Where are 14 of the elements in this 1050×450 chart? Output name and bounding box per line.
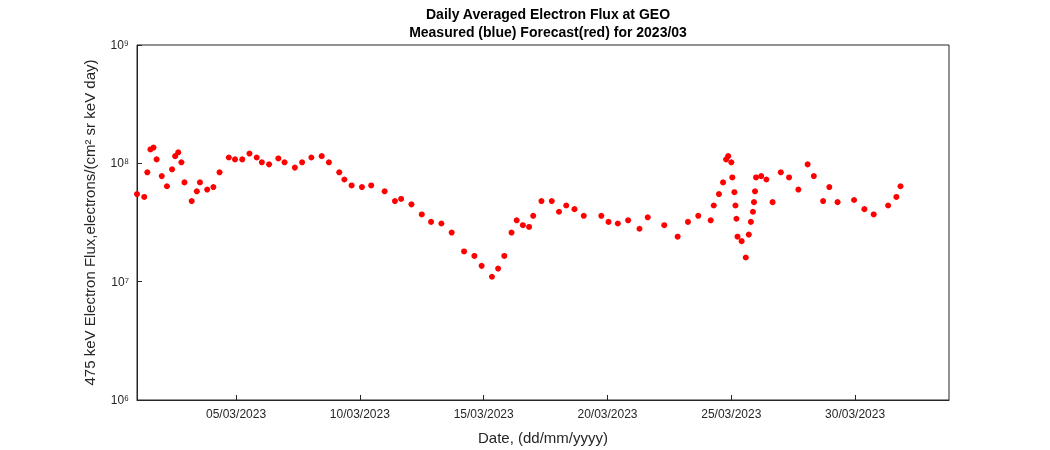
- x-tick-label: 05/03/2023: [206, 407, 267, 421]
- chart-title: Daily Averaged Electron Flux at GEO: [425, 6, 671, 22]
- x-tick-label: 25/03/2023: [701, 407, 762, 421]
- chart-subtitle: Measured (blue) Forecast(red) for 2023/03: [409, 24, 688, 40]
- x-tick-label: 20/03/2023: [577, 407, 638, 421]
- x-tick-label: 30/03/2023: [825, 407, 886, 421]
- y-tick-label: 10⁹: [110, 38, 129, 52]
- y-axis-title: 475 keV Electron Flux,electrons/(cm² sr keV day): [81, 59, 98, 386]
- x-axis-title: Date, (dd/mm/yyyy): [477, 429, 609, 446]
- y-tick-label: 10⁷: [111, 274, 129, 289]
- x-tick-label: 10/03/2023: [329, 407, 391, 421]
- y-tick-label: 10⁸: [110, 156, 129, 171]
- x-tick-label: 15/03/2023: [453, 407, 515, 421]
- y-tick-label: 10⁶: [110, 393, 130, 407]
